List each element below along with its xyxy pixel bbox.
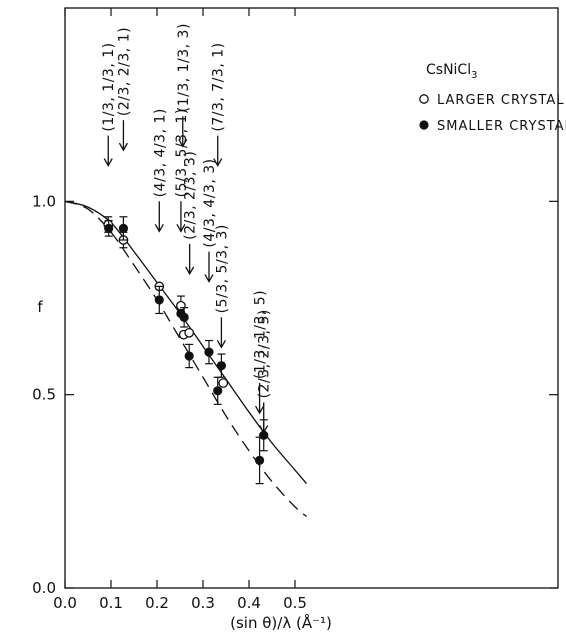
legend-label-larger: LARGER CRYSTAL [437,93,564,108]
data-points [103,216,269,485]
legend-marker-larger [419,94,429,104]
reflection-annotation: (4/3, 4/3, 3) [202,158,218,283]
filled-circle-marker [179,312,189,322]
legend-label-smaller: SMALLER CRYSTAL [437,119,566,134]
annotation-label: (4/3, 4/3, 3) [202,158,218,247]
filled-circle-marker [204,347,214,357]
filled-circle-marker [104,223,114,233]
y-axis-title: f [37,298,43,316]
x-tick-label: 0.3 [191,594,215,612]
data-point [259,419,269,452]
reflection-annotation: (2/3, 2/3, 1) [116,27,132,152]
x-tick-label: 0.5 [283,594,307,612]
reflection-annotation: (1/3, 1/3, 1) [101,42,117,167]
legend-title-subscript: 3 [471,70,477,81]
open-circle-marker [184,327,195,338]
data-point [118,216,129,241]
axis-ticks: 0.0 0.1 0.2 0.3 0.4 0.5 0.0 0.5 1.0 [32,8,558,612]
y-tick-label: 1.0 [32,192,56,210]
data-point [218,378,229,388]
annotation-label: (2/3, 2/3, 3) [183,151,199,240]
annotation-arrow-head [216,340,226,349]
data-point [184,343,194,369]
x-axis-title: (sin θ)/λ (Å⁻¹) [230,613,332,632]
data-point [204,339,214,365]
x-tick-label: 0.4 [237,594,261,612]
annotation-label: (7/3, 7/3, 1) [211,42,227,131]
data-point [179,307,189,328]
legend-title: CsNiCl3 [426,62,477,81]
annotation-label: (5/3, 5/3, 1) [174,108,190,197]
annotation-label: (4/3, 4/3, 1) [152,108,168,197]
data-point [216,353,226,378]
filled-circle-marker [184,351,194,361]
annotation-label: (1/3, 1/3, 5) [253,290,269,379]
x-tick-label: 0.2 [145,594,169,612]
annotation-label: (5/3, 5/3, 3) [214,224,230,313]
legend: CsNiCl3 LARGER CRYSTAL SMALLER CRYSTAL [419,62,566,134]
reflection-annotation: (1/3, 1/3, 3) [176,23,192,148]
annotation-arrow-head [176,224,186,233]
annotation-arrow-head [178,138,188,148]
open-circle-marker [218,378,229,388]
filled-circle-marker [216,361,226,371]
reflection-annotation: (4/3, 4/3, 1) [152,108,168,233]
data-point [184,327,195,338]
data-point [154,285,164,315]
annotation-arrow-head [154,224,164,233]
filled-circle-marker [213,386,223,396]
reflection-annotation: (5/3, 5/3, 1) [174,108,190,233]
annotation-arrow-head [103,158,113,167]
x-tick-label: 0.0 [53,594,77,612]
annotation-arrow-head [118,142,128,152]
annotation-arrow-head [255,405,265,415]
filled-circle-marker [118,223,129,233]
annotation-label: (2/3, 2/3, 5) [257,309,273,398]
reflection-annotation: (7/3, 7/3, 1) [211,42,227,167]
y-tick-label: 0.5 [32,386,56,404]
annotation-arrow-head [204,274,214,283]
filled-circle-marker [154,295,164,305]
data-point [104,220,114,237]
filled-circle-marker [254,455,265,465]
annotation-label: (1/3, 1/3, 3) [176,23,192,112]
reflection-annotation: (2/3, 2/3, 3) [183,151,199,276]
reflection-annotation: (5/3, 5/3, 3) [214,224,230,349]
data-point [254,436,265,485]
filled-circle-marker [259,430,269,440]
annotation-arrow-head [185,266,195,276]
reflection-annotation: (1/3, 1/3, 5) [253,290,269,415]
annotation-label: (2/3, 2/3, 1) [116,27,132,116]
annotation-arrow-head [213,158,223,167]
x-tick-label: 0.1 [99,594,123,612]
reflection-annotation: (2/3, 2/3, 5) [257,309,273,434]
annotation-label: (1/3, 1/3, 1) [101,42,117,131]
plot-frame [64,7,559,589]
y-tick-label: 0.0 [32,579,56,597]
legend-marker-smaller [419,120,429,130]
